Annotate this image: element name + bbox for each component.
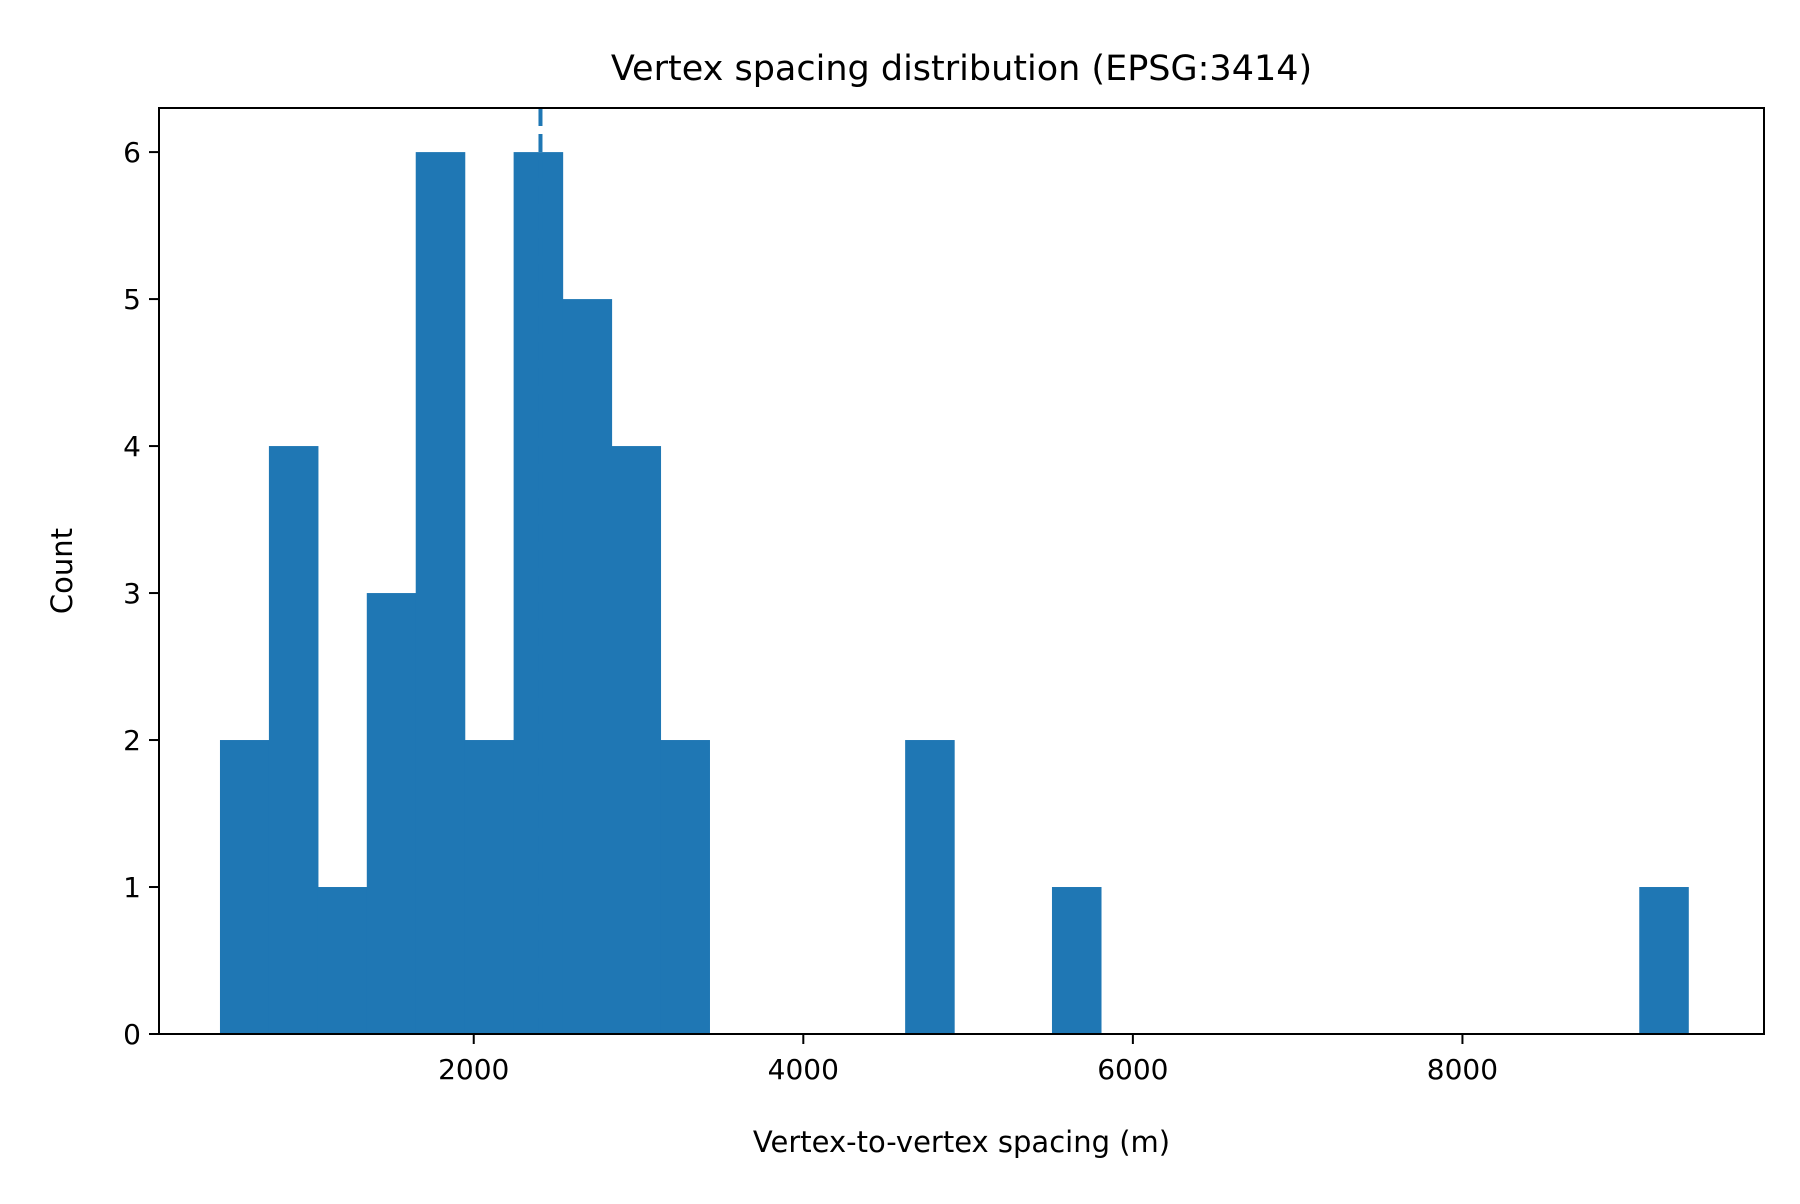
- plot-frame: [158, 107, 1765, 1035]
- histogram-bar: [611, 446, 662, 1034]
- y-tick-label: 3: [123, 577, 141, 610]
- histogram-bar: [562, 299, 613, 1035]
- y-tick-label: 6: [123, 136, 141, 169]
- y-tick-label: 1: [123, 871, 141, 904]
- x-tick-label: 6000: [1097, 1053, 1168, 1086]
- y-axis-ticks: 0 1 2 3 4 5 6: [123, 136, 159, 1051]
- histogram-bar: [1639, 887, 1689, 1034]
- histogram-bar: [415, 152, 466, 1035]
- histogram-bar: [464, 740, 515, 1034]
- histogram-bar: [268, 446, 319, 1034]
- histogram-bar: [219, 740, 270, 1034]
- histogram-bar: [366, 593, 417, 1034]
- y-axis-label: Count: [45, 528, 79, 614]
- bars-layer: [219, 152, 1689, 1035]
- histogram-bar: [317, 887, 368, 1034]
- histogram-bar: [513, 152, 564, 1035]
- x-tick-label: 2000: [438, 1053, 509, 1086]
- y-tick-label: 5: [123, 283, 141, 316]
- histogram-bar: [1051, 887, 1102, 1034]
- chart-title: Vertex spacing distribution (EPSG:3414): [611, 49, 1312, 89]
- y-tick-label: 4: [123, 430, 141, 463]
- x-axis-ticks: 2000 4000 6000 8000: [438, 1034, 1498, 1086]
- x-tick-label: 8000: [1427, 1053, 1498, 1086]
- x-tick-label: 4000: [768, 1053, 839, 1086]
- y-tick-label: 0: [123, 1018, 141, 1051]
- x-axis-label: Vertex-to-vertex spacing (m): [753, 1125, 1170, 1159]
- histogram-bar: [905, 740, 955, 1034]
- histogram-bar: [660, 740, 710, 1034]
- y-tick-label: 2: [123, 724, 141, 757]
